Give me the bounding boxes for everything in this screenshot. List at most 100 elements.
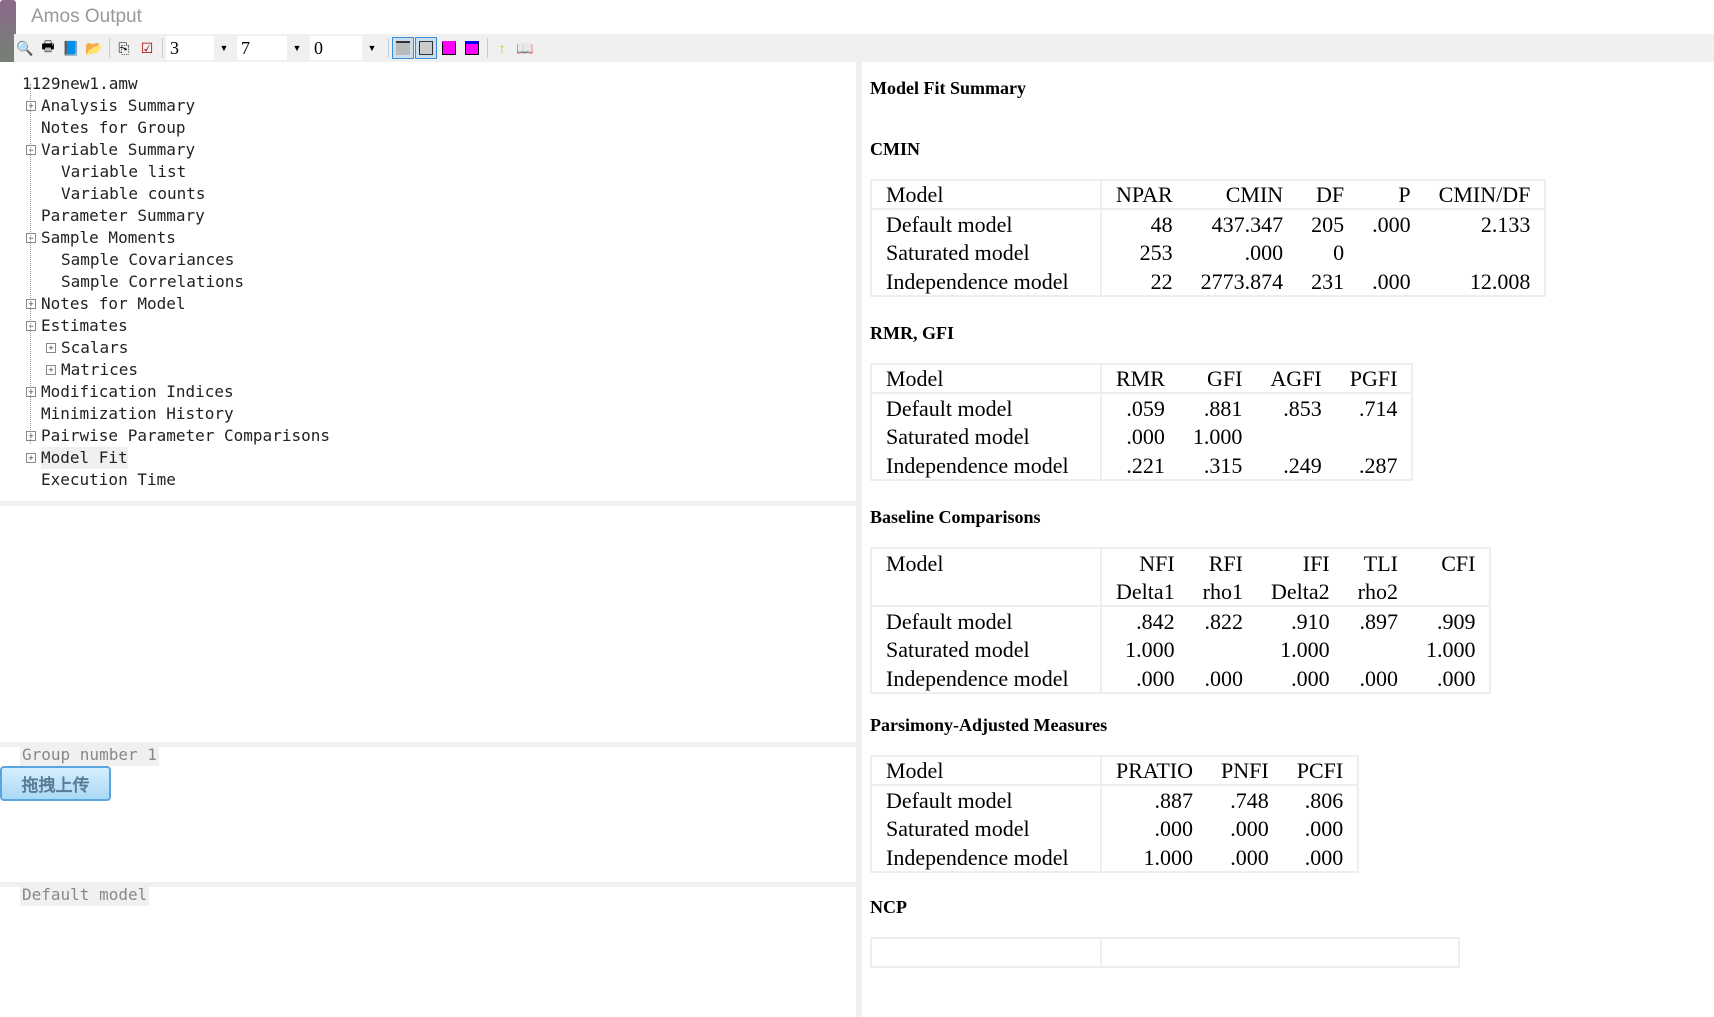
cell-value <box>1358 238 1425 267</box>
book-icon[interactable]: 📘 <box>62 39 80 56</box>
model-name: Independence model <box>871 451 1102 480</box>
model-name: Default model <box>871 785 1102 814</box>
print-icon[interactable]: 🖶 <box>41 38 55 54</box>
section-heading: Parsimony-Adjusted Measures <box>870 715 1108 735</box>
expand-icon[interactable]: + <box>26 299 36 309</box>
tree-item[interactable]: Matrices <box>61 360 139 379</box>
vertical-splitter[interactable] <box>856 62 862 1017</box>
pane-divider[interactable] <box>0 501 856 506</box>
tree-item[interactable]: Scalars <box>61 338 129 357</box>
help-book-icon[interactable]: 📖 <box>516 39 534 56</box>
help-pointer-icon[interactable]: ↑ <box>498 40 506 56</box>
tree-item[interactable]: Variable counts <box>61 184 206 203</box>
blue-header-icon[interactable] <box>461 37 483 59</box>
tree-item[interactable]: Analysis Summary <box>41 96 196 115</box>
options-checkbox-icon[interactable]: ☑ <box>140 39 154 56</box>
tree-item[interactable]: Estimates <box>41 316 128 335</box>
frame-icon[interactable] <box>415 37 437 59</box>
table-row: Default model 48 437.347 205 .000 2.133 <box>871 209 1545 238</box>
tree-item[interactable]: Execution Time <box>41 470 176 489</box>
column-header: Model <box>871 756 1102 786</box>
collapse-icon[interactable]: − <box>26 321 36 331</box>
decimals-select-2[interactable]: 7 ▼ <box>237 36 307 60</box>
column-header: Model <box>871 180 1102 210</box>
expand-icon[interactable]: + <box>46 365 56 375</box>
cell-value: 231 <box>1311 268 1345 294</box>
cell-value: .806 <box>1304 787 1344 813</box>
tree-item[interactable]: Variable list <box>61 162 187 181</box>
model-name: Default model <box>871 209 1102 238</box>
table-row: Independence model .000 .000 .000 .000 .000 <box>871 664 1490 693</box>
tree-item[interactable]: Sample Moments <box>41 228 176 247</box>
expand-icon[interactable]: + <box>26 387 36 397</box>
tree-item[interactable]: Pairwise Parameter Comparisons <box>41 426 330 445</box>
table-row: Default model .842 .822 .910 .897 .909 <box>871 606 1490 635</box>
print-preview-icon[interactable]: 🔍 <box>16 39 34 56</box>
cell-value: .059 <box>1126 395 1165 421</box>
column-header <box>1411 577 1491 607</box>
table-header-row: Delta1 rho1 Delta2 rho2 <box>871 577 1491 607</box>
open-folder-icon[interactable]: 📂 <box>85 39 103 56</box>
decimals-select-3[interactable]: 0 ▼ <box>310 36 382 60</box>
collapse-icon[interactable]: − <box>26 233 36 243</box>
expand-icon[interactable]: + <box>46 343 56 353</box>
page-title: Model Fit Summary <box>870 78 1026 98</box>
magenta-header-icon[interactable] <box>438 37 460 59</box>
cell-value <box>1336 422 1413 451</box>
collapse-icon[interactable]: − <box>26 145 36 155</box>
decimals-select-1[interactable]: 3 ▼ <box>166 36 234 60</box>
drag-upload-button[interactable]: 拖拽上传 <box>0 766 111 801</box>
tree-item[interactable]: Minimization History <box>41 404 234 423</box>
copy-icon[interactable]: ⎘ <box>118 39 130 56</box>
column-header: Delta2 <box>1256 577 1344 607</box>
pane-divider[interactable] <box>0 742 856 747</box>
expand-icon[interactable]: + <box>26 431 36 441</box>
divider <box>388 38 389 58</box>
cell-value: .853 <box>1283 395 1322 421</box>
cell-value: .000 <box>1230 816 1269 841</box>
fit-table: Model NFI RFI IFI TLI CFI Delta1 rho1 Delta2 rho2… <box>870 547 1492 694</box>
divider <box>487 38 488 58</box>
tree-item[interactable]: Variable Summary <box>41 140 196 159</box>
cell-value: 1.000 <box>1425 637 1476 662</box>
tree-item[interactable]: Parameter Summary <box>41 206 205 225</box>
tree-item[interactable]: Modification Indices <box>41 382 234 401</box>
column-header: DF <box>1297 180 1359 210</box>
fit-table: Model RMR GFI AGFI PGFI Default model .059.881… <box>870 363 1414 481</box>
column-header: CMIN/DF <box>1424 180 1546 210</box>
column-header: rho2 <box>1343 577 1412 607</box>
group-list-item[interactable]: Group number 1 <box>20 744 159 766</box>
cell-value: .881 <box>1203 395 1243 421</box>
expand-icon[interactable]: + <box>26 101 36 111</box>
model-list-item[interactable]: Default model <box>20 884 150 906</box>
model-name: Saturated model <box>871 422 1102 451</box>
tree-item[interactable]: Sample Correlations <box>61 272 245 291</box>
decimals-value: 7 <box>241 37 250 58</box>
tree-item[interactable]: Notes for Model <box>41 294 186 313</box>
column-header: GFI <box>1178 364 1257 394</box>
cell-value: 205 <box>1311 211 1345 237</box>
chevron-down-icon[interactable]: ▼ <box>287 36 307 60</box>
cell-value: .000 <box>1372 268 1411 294</box>
column-header: TLI <box>1363 550 1398 576</box>
pane-divider[interactable] <box>0 882 856 887</box>
cell-value: 253 <box>1139 240 1173 265</box>
column-header: PCFI <box>1282 756 1359 786</box>
grid-lines-icon[interactable] <box>392 37 414 59</box>
column-header: Model <box>871 364 1102 394</box>
tree-item[interactable]: Notes for Group <box>41 118 186 137</box>
expand-icon[interactable]: + <box>26 453 36 463</box>
model-name: Saturated model <box>871 238 1102 267</box>
tree-item[interactable]: Sample Covariances <box>61 250 235 269</box>
column-header: CFI <box>1441 550 1476 576</box>
chevron-down-icon[interactable]: ▼ <box>362 36 382 60</box>
tree-item[interactable]: Model Fit <box>41 447 128 469</box>
column-header: AGFI <box>1256 364 1336 394</box>
cell-value: .909 <box>1436 608 1476 634</box>
chevron-down-icon[interactable]: ▼ <box>214 36 234 60</box>
table-row: Independence model 1.000 .000 .000 <box>871 843 1358 872</box>
tree-item[interactable]: 1129new1.amw <box>22 74 138 93</box>
column-header: RMR <box>1101 364 1179 394</box>
table-row: Saturated model .000 1.000 <box>871 422 1412 451</box>
column-header: CMIN <box>1186 180 1298 210</box>
